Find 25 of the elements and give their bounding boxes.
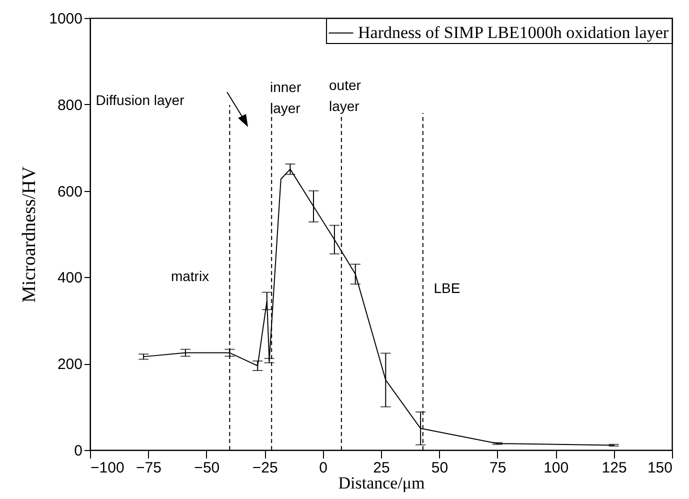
y-tick-label: 600 (57, 183, 82, 200)
annotation: LBE (434, 280, 460, 296)
x-tick-label: −25 (252, 460, 278, 476)
y-axis-title: Microardness/HV (19, 166, 40, 303)
x-axis-title: Distance/μm (338, 474, 425, 492)
x-tick-label: −100 (90, 460, 124, 476)
x-tick-label: 100 (544, 460, 569, 476)
y-tick-label: 1000 (49, 10, 82, 28)
y-tick-label: 200 (57, 356, 82, 374)
x-tick-label: −50 (194, 460, 220, 476)
annotation: Diffusion layer (96, 92, 185, 108)
x-tick-label: 150 (647, 460, 672, 476)
y-tick-label: 800 (57, 96, 82, 114)
x-tick-label: 0 (319, 460, 328, 476)
y-tick-label: 400 (57, 270, 82, 287)
legend-label: Hardness of SIMP LBE1000h oxidation layer (358, 23, 669, 42)
y-tick-label: 0 (74, 442, 82, 460)
annotation: outer layer (329, 77, 362, 114)
x-tick-label: 50 (431, 460, 448, 476)
annotation: inner layer (270, 79, 302, 116)
x-tick-label: 25 (373, 460, 390, 476)
x-tick-label: 125 (602, 460, 627, 476)
annotation: matrix (170, 268, 210, 284)
x-tick-label: −75 (136, 460, 162, 476)
x-tick-label: 75 (490, 460, 506, 476)
